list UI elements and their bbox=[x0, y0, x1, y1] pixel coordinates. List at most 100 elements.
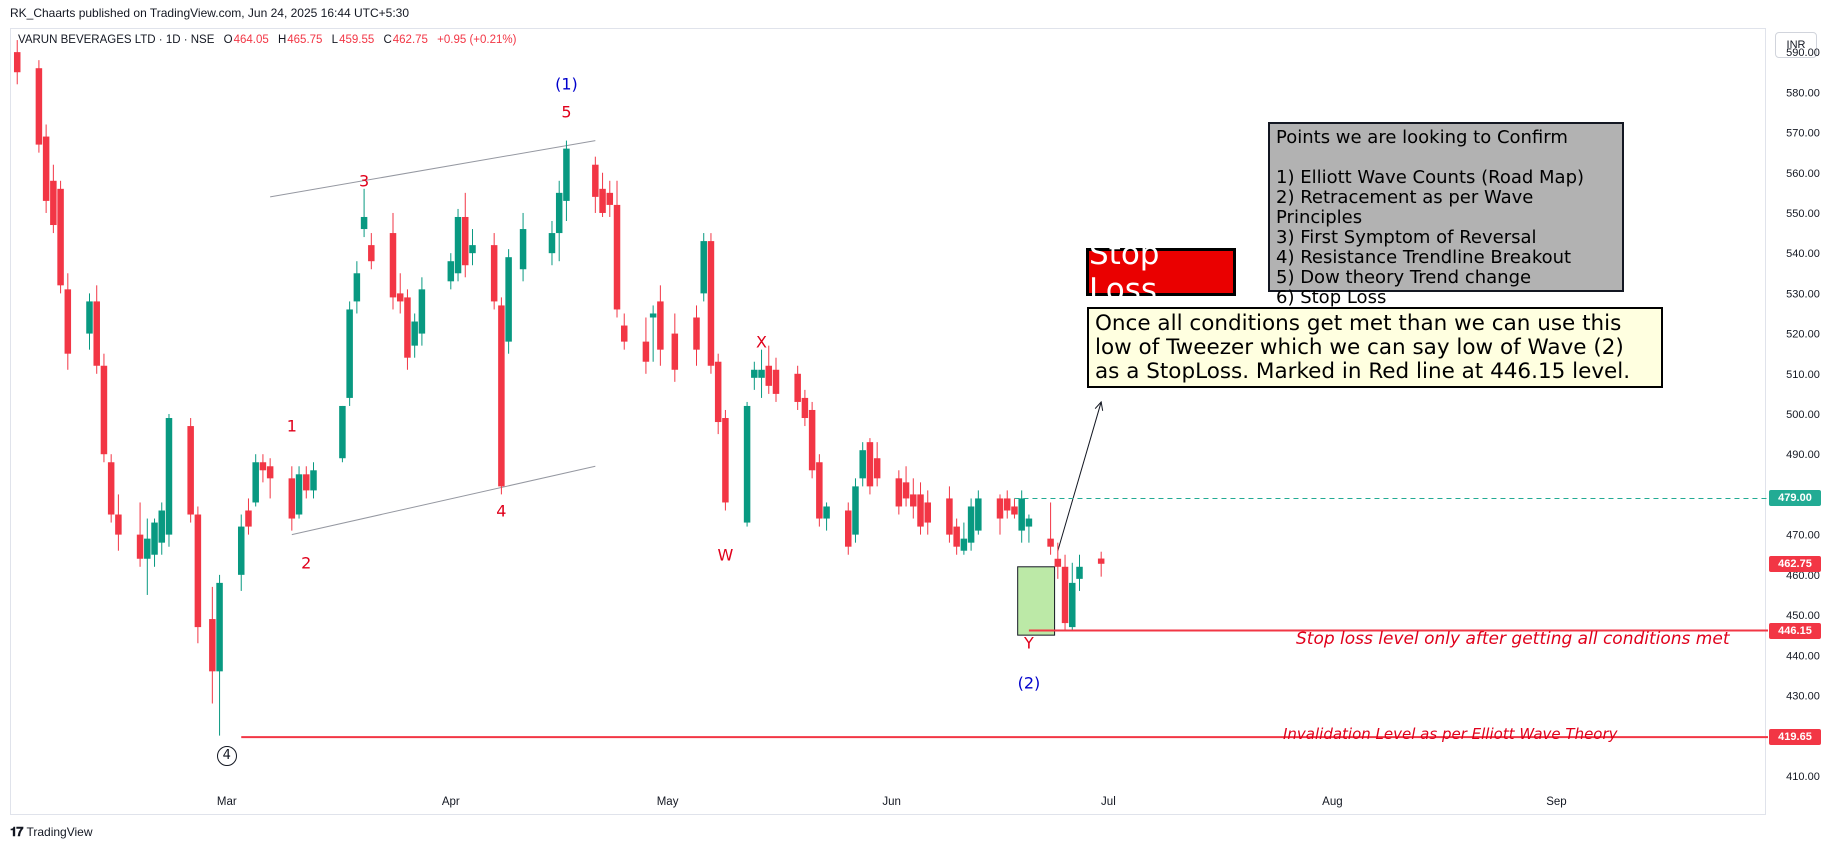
candle-body bbox=[252, 462, 259, 503]
candle-body bbox=[873, 458, 881, 479]
candle-body bbox=[151, 522, 158, 555]
confirmation-checklist: Points we are looking to Confirm 1) Elli… bbox=[1268, 122, 1624, 308]
candle-body bbox=[100, 365, 108, 455]
candle-body bbox=[237, 526, 245, 575]
candle-body bbox=[42, 136, 50, 201]
candle-body bbox=[866, 442, 874, 487]
candle-body bbox=[563, 148, 570, 201]
candle-body bbox=[1054, 558, 1062, 567]
candle-body bbox=[714, 361, 722, 423]
price-change: +0.95 (+0.21%) bbox=[437, 34, 517, 46]
candle-body bbox=[64, 289, 72, 354]
y-tick-label: 520.00 bbox=[1786, 329, 1820, 341]
symbol-name[interactable]: VARUN BEVERAGES LTD · 1D · NSE bbox=[18, 34, 215, 46]
candle-body bbox=[649, 313, 657, 318]
candle-body bbox=[1003, 498, 1011, 511]
y-tick-label: 410.00 bbox=[1786, 771, 1820, 783]
candle-body bbox=[115, 514, 122, 535]
checklist-item: 4) Resistance Trendline Breakout bbox=[1276, 247, 1572, 268]
candle-body bbox=[902, 482, 910, 499]
candle-body bbox=[794, 373, 801, 402]
trendline bbox=[270, 140, 596, 198]
candle-body bbox=[1011, 506, 1018, 515]
candle-body bbox=[960, 538, 968, 551]
checklist-item: 6) Stop Loss bbox=[1276, 287, 1387, 308]
candle-body bbox=[1025, 518, 1033, 527]
candle-body bbox=[245, 510, 252, 527]
x-tick-label: Sep bbox=[1546, 796, 1566, 808]
arrow-head bbox=[1094, 400, 1104, 411]
ohlc-high-label: H bbox=[277, 34, 287, 46]
wave-label: 4 bbox=[496, 501, 507, 520]
candle-body bbox=[259, 462, 267, 471]
checklist-item: 2) Retracement as per Wave Principles bbox=[1276, 187, 1534, 228]
candle-body bbox=[996, 498, 1004, 519]
last-price-tag: 462.75 bbox=[1769, 555, 1821, 572]
x-tick-label: Aug bbox=[1322, 796, 1342, 808]
candle-body bbox=[743, 405, 751, 523]
y-tick-label: 590.00 bbox=[1786, 47, 1820, 59]
candle-body bbox=[555, 192, 563, 234]
stoploss-badge: Stop Loss bbox=[1086, 236, 1236, 308]
ohlc-close-value: 462.75 bbox=[392, 34, 428, 46]
candle-body bbox=[816, 462, 823, 519]
candle-body bbox=[107, 462, 115, 515]
candle-body bbox=[209, 619, 216, 672]
y-tick-label: 560.00 bbox=[1786, 168, 1820, 180]
candle-body bbox=[975, 498, 982, 531]
candle-body bbox=[953, 526, 960, 547]
ohlc-low-label: L bbox=[331, 34, 339, 46]
candle-body bbox=[35, 68, 43, 145]
wave-label: 1 bbox=[286, 416, 297, 436]
footer-brand: TradingView bbox=[26, 825, 93, 839]
candle-body bbox=[1061, 566, 1069, 624]
candle-body bbox=[50, 180, 57, 226]
candle-body bbox=[93, 301, 100, 366]
candle-body bbox=[1018, 498, 1025, 531]
candle-body bbox=[288, 478, 296, 519]
candle-body bbox=[613, 204, 621, 310]
tv-logo-icon: 𝟏𝟕 bbox=[10, 824, 24, 839]
candle-body bbox=[158, 510, 166, 543]
publisher-line: RK_Chaarts published on TradingView.com,… bbox=[10, 6, 410, 20]
symbol-legend: VARUN BEVERAGES LTD · 1D · NSE O464.05 H… bbox=[18, 34, 516, 46]
candle-body bbox=[1076, 566, 1083, 579]
y-tick-label: 430.00 bbox=[1786, 690, 1820, 702]
stoploss-level-note: Stop loss level only after getting all c… bbox=[1296, 629, 1730, 649]
candle-body bbox=[671, 333, 679, 370]
candle-body bbox=[924, 502, 931, 523]
wave-label: 5 bbox=[561, 102, 572, 122]
x-tick-label: Mar bbox=[217, 796, 237, 808]
tradingview-footer[interactable]: 𝟏𝟕 TradingView bbox=[10, 824, 93, 840]
candle-body bbox=[368, 245, 375, 262]
ohlc-high-value: 465.75 bbox=[287, 34, 323, 46]
candle-body bbox=[490, 245, 498, 302]
candle-body bbox=[216, 582, 223, 672]
y-tick-label: 540.00 bbox=[1786, 248, 1820, 260]
candle-body bbox=[266, 466, 274, 479]
candle-body bbox=[295, 474, 303, 515]
candle-body bbox=[700, 241, 707, 294]
candle-body bbox=[353, 273, 361, 302]
candle-body bbox=[895, 478, 903, 507]
wave-label: (2) bbox=[1017, 673, 1041, 693]
candle-body bbox=[642, 341, 650, 362]
ohlc-open-label: O bbox=[223, 34, 233, 46]
currency-button[interactable]: INR bbox=[1775, 32, 1817, 58]
candle-body bbox=[144, 538, 151, 559]
candle-body bbox=[946, 498, 953, 535]
x-tick-label: Jun bbox=[882, 796, 901, 808]
candle-body bbox=[620, 325, 628, 342]
candle-body bbox=[592, 164, 599, 197]
candle-body bbox=[852, 486, 859, 535]
candle-body bbox=[165, 418, 173, 535]
x-tick-label: May bbox=[657, 796, 679, 808]
candle-body bbox=[751, 369, 758, 378]
candle-body bbox=[396, 293, 404, 302]
y-tick-label: 530.00 bbox=[1786, 288, 1820, 300]
candle-body bbox=[845, 510, 852, 547]
candle-body bbox=[519, 229, 527, 270]
wave-label: 2 bbox=[301, 553, 312, 573]
candle-body bbox=[303, 474, 310, 491]
